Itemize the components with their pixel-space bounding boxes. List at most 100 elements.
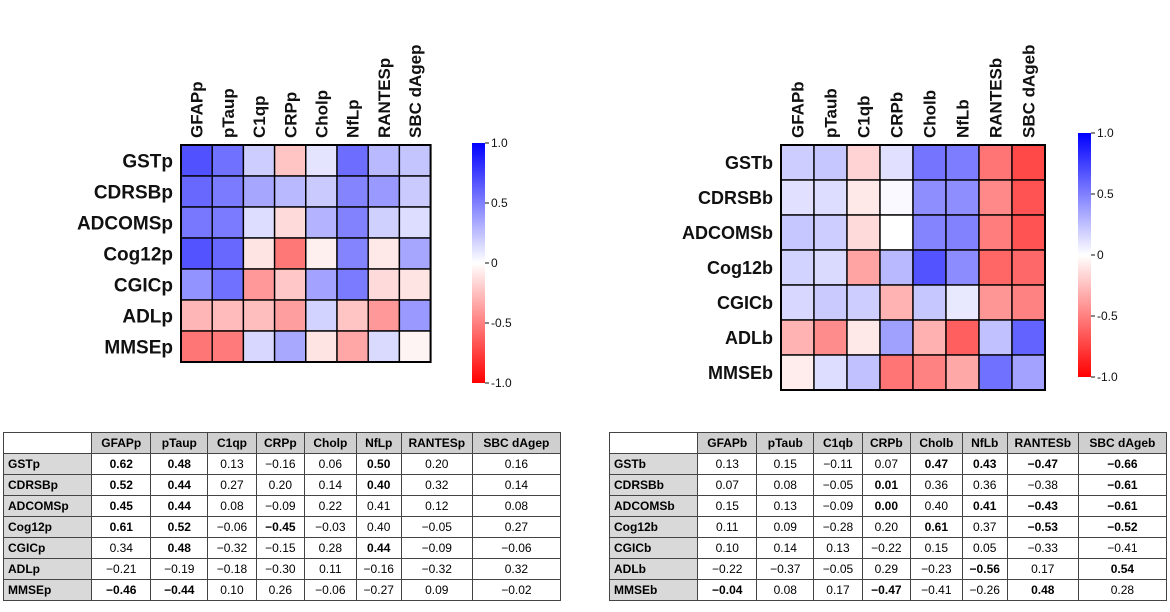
- row-label: Cog12b: [707, 258, 773, 278]
- table-cell: 0.20: [861, 516, 912, 538]
- table-cell: 0.08: [756, 579, 815, 601]
- column-label: Cholp: [313, 90, 332, 138]
- table-cell: −0.15: [255, 537, 306, 559]
- table-cell: 0.13: [756, 495, 815, 517]
- column-label: GFAPp: [188, 81, 207, 138]
- heatmap-cell: [780, 319, 815, 356]
- heatmap-cell: [1011, 354, 1046, 391]
- table-cell: −0.32: [207, 537, 257, 559]
- heatmap-cell: [305, 268, 338, 301]
- heatmap-cell: [242, 144, 276, 177]
- colorbar-tick-label: -0.5: [491, 316, 512, 330]
- row-label: ADCOMSb: [682, 223, 773, 243]
- heatmap-cell: [813, 249, 848, 286]
- heatmap-cell: [813, 144, 848, 181]
- table-column-header: CRPp: [255, 432, 306, 454]
- table-cell: −0.26: [961, 579, 1008, 601]
- heatmap-cell: [780, 179, 815, 216]
- row-label: MMSEp: [104, 337, 173, 358]
- heatmap-cell: [336, 268, 369, 301]
- colorbar-tick-label: -1.0: [1097, 370, 1118, 384]
- table-cell: 0.27: [471, 516, 562, 538]
- heatmap-cell: [211, 268, 245, 301]
- table-row: CGICb 0.10 0.14 0.13 −0.22 0.15 0.05 −0.33 −0.41: [608, 537, 1168, 559]
- table-cell: −0.03: [304, 516, 357, 538]
- heatmap-cell: [273, 330, 307, 363]
- heatmap-cell: [1011, 319, 1046, 356]
- table-cell: −0.32: [400, 558, 473, 580]
- heatmap-cell: [912, 319, 947, 356]
- table-column-header: NfLp: [355, 432, 402, 454]
- heatmap-cell: [180, 144, 213, 177]
- table-cell: 0.40: [910, 495, 963, 517]
- table-column-header: C1qp: [207, 432, 257, 454]
- table-cell: 0.12: [400, 495, 473, 517]
- row-label: MMSEb: [708, 363, 773, 383]
- table-corner: [608, 432, 699, 454]
- table-cell: 0.15: [756, 453, 815, 475]
- table-cell: −0.09: [255, 495, 306, 517]
- table-cell: −0.05: [813, 474, 863, 496]
- heatmap-cell: [879, 354, 914, 391]
- table-cell: 0.11: [697, 516, 758, 538]
- heatmap-cell: [242, 206, 276, 239]
- table-row-header: CDRSBp: [2, 474, 93, 496]
- heatmap-border: [780, 144, 1046, 391]
- table-cell: 0.26: [255, 579, 306, 601]
- table-corner: [2, 432, 93, 454]
- heatmap-cell: [398, 144, 432, 177]
- table-cell: 0.48: [150, 453, 209, 475]
- row-label: ADCOMSp: [77, 213, 173, 234]
- table-row-header: CDRSBb: [608, 474, 699, 496]
- table-cell: −0.46: [91, 579, 152, 601]
- heatmap-cell: [273, 237, 307, 270]
- table-cell: 0.13: [207, 453, 257, 475]
- table-cell: −0.66: [1077, 453, 1168, 475]
- row-label: GSTp: [122, 151, 173, 172]
- table-row-header: CGICp: [2, 537, 93, 559]
- table-row-header: ADCOMSb: [608, 495, 699, 517]
- heatmap-cell: [211, 330, 245, 363]
- table-cell: 0.08: [756, 474, 815, 496]
- table-cell: 0.14: [471, 474, 562, 496]
- heatmap-cell: [978, 144, 1013, 181]
- heatmap-cell: [780, 284, 815, 321]
- heatmap-cell: [879, 179, 914, 216]
- column-label: pTaub: [822, 88, 841, 138]
- table-cell: 0.10: [697, 537, 758, 559]
- table-cell: 0.52: [91, 474, 152, 496]
- table-cell: −0.16: [355, 558, 402, 580]
- table-column-header: RANTESp: [400, 432, 473, 454]
- heatmap-cell: [978, 249, 1013, 286]
- table-cell: 0.15: [697, 495, 758, 517]
- table-row: CDRSBb 0.07 0.08 −0.05 0.01 0.36 0.36 −0.38 −0.6…: [608, 474, 1168, 496]
- colorbar-tick-label: 0.5: [491, 196, 508, 210]
- table-cell: 0.61: [91, 516, 152, 538]
- heatmap-cell: [978, 284, 1013, 321]
- table-cell: −0.56: [961, 558, 1008, 580]
- table-row: MMSEb −0.04 0.08 0.17 −0.47 −0.41 −0.26 0.48 0.2…: [608, 579, 1168, 601]
- heatmap-cell: [780, 144, 815, 181]
- heatmap-cell: [211, 175, 245, 208]
- table-row: ADLp −0.21 −0.19 −0.18 −0.30 0.11 −0.16 −0.32 0.…: [2, 558, 562, 580]
- table-row: ADCOMSp 0.45 0.44 0.08 −0.09 0.22 0.41 0.12 0.08: [2, 495, 562, 517]
- row-label: CGICb: [717, 293, 773, 313]
- heatmap-cell: [273, 144, 307, 177]
- row-label: ADLp: [122, 306, 173, 327]
- heatmap-cell: [1011, 249, 1046, 286]
- table-cell: −0.09: [813, 495, 863, 517]
- heatmap-cell: [945, 249, 980, 286]
- table-cell: 0.22: [304, 495, 357, 517]
- column-label: C1qb: [855, 96, 874, 139]
- table-column-header: pTaup: [150, 432, 209, 454]
- heatmap-cell: [242, 330, 276, 363]
- heatmap-cell: [813, 319, 848, 356]
- heatmap-cell: [367, 268, 401, 301]
- table-row-header: MMSEp: [2, 579, 93, 601]
- heatmap-cell: [912, 284, 947, 321]
- table-cell: 0.44: [355, 537, 402, 559]
- table-cell: 0.28: [1077, 579, 1168, 601]
- correlation-table-plasma: GFAPp pTaup C1qp CRPp Cholp NfLp RANTESp SBC dA…: [2, 432, 562, 601]
- heatmap-cell: [780, 354, 815, 391]
- table-cell: −0.61: [1077, 495, 1168, 517]
